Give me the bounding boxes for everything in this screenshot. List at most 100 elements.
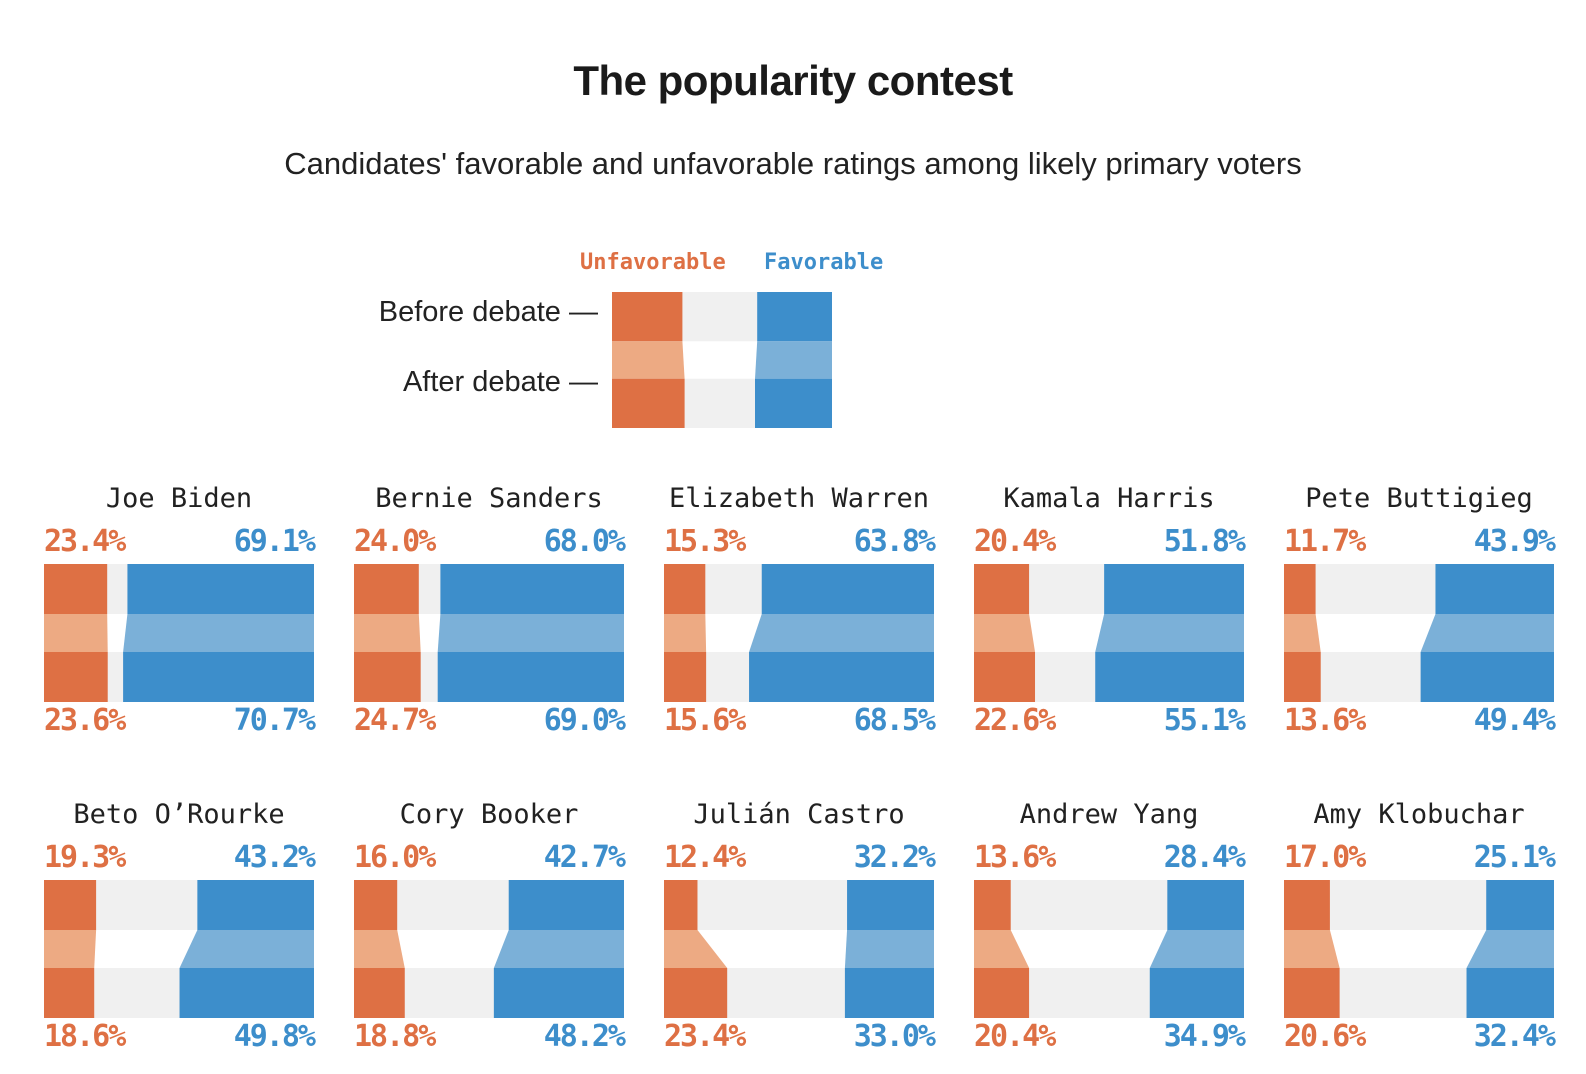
before-values-row: 19.3% 43.2% [44,840,316,875]
favorable-before-value: 51.8% [1163,524,1246,559]
ratings-transition-chart [664,564,934,702]
favorable-before-value: 25.1% [1473,840,1556,875]
favorable-before-value: 32.2% [853,840,936,875]
favorable-after-value: 49.8% [233,1019,316,1054]
after-values-row: 22.6% 55.1% [974,703,1246,738]
after-values-row: 13.6% 49.4% [1284,703,1556,738]
ratings-transition-chart [1284,564,1554,702]
candidate-name: Pete Buttigieg [1305,483,1533,514]
before-values-row: 12.4% 32.2% [664,840,936,875]
unfavorable-after-value: 23.4% [664,1019,746,1054]
candidate-name: Cory Booker [399,799,579,830]
before-values-row: 17.0% 25.1% [1284,840,1556,875]
page-subtitle: Candidates' favorable and unfavorable ra… [284,146,1302,181]
candidate-chart-cell: Andrew Yang 13.6% 28.4% 20.4% 34.9% [974,799,1246,1054]
unfavorable-before-value: 16.0% [354,840,436,875]
unfavorable-after-value: 15.6% [664,703,746,738]
favorable-before-value: 28.4% [1163,840,1246,875]
before-values-row: 13.6% 28.4% [974,840,1246,875]
before-values-row: 11.7% 43.9% [1284,524,1556,559]
unfavorable-after-value: 24.7% [354,703,436,738]
unfavorable-after-value: 22.6% [974,703,1056,738]
after-values-row: 20.4% 34.9% [974,1019,1246,1054]
favorable-before-value: 43.2% [233,840,316,875]
favorable-after-value: 69.0% [543,703,626,738]
ratings-transition-chart [354,880,624,1018]
after-values-row: 15.6% 68.5% [664,703,936,738]
unfavorable-before-value: 13.6% [974,840,1056,875]
favorable-before-value: 63.8% [853,524,936,559]
candidate-chart-cell: Joe Biden 23.4% 69.1% 23.6% 70.7% [44,483,316,738]
candidate-chart-cell: Amy Klobuchar 17.0% 25.1% 20.6% 32.4% [1284,799,1556,1054]
legend-example-chart [612,292,832,428]
legend-after-debate-label: After debate — [402,366,598,398]
after-values-row: 23.4% 33.0% [664,1019,936,1054]
candidates-grid: Joe Biden 23.4% 69.1% 23.6% 70.7% Bernie… [44,484,1586,1052]
unfavorable-after-value: 18.8% [354,1019,436,1054]
ratings-transition-chart [44,564,314,702]
before-values-row: 15.3% 63.8% [664,524,936,559]
unfavorable-before-value: 11.7% [1284,524,1366,559]
candidate-name: Elizabeth Warren [668,483,930,514]
favorable-after-value: 34.9% [1163,1019,1246,1054]
candidate-name: Bernie Sanders [375,483,603,514]
favorable-before-value: 68.0% [543,524,626,559]
candidate-name: Amy Klobuchar [1313,799,1525,830]
favorable-after-value: 48.2% [543,1019,626,1054]
unfavorable-after-value: 23.6% [44,703,126,738]
before-values-row: 23.4% 69.1% [44,524,316,559]
ratings-transition-chart [974,880,1244,1018]
legend-unfavorable-label: Unfavorable [580,250,726,275]
unfavorable-after-value: 20.4% [974,1019,1056,1054]
after-values-row: 20.6% 32.4% [1284,1019,1556,1054]
after-values-row: 18.6% 49.8% [44,1019,316,1054]
candidate-name: Andrew Yang [1019,799,1199,830]
unfavorable-before-value: 15.3% [664,524,746,559]
candidate-name: Joe Biden [105,483,253,514]
legend-before-debate-label: Before debate — [378,296,598,328]
candidate-name: Julián Castro [693,799,905,830]
unfavorable-before-value: 19.3% [44,840,126,875]
after-values-row: 24.7% 69.0% [354,703,626,738]
before-values-row: 16.0% 42.7% [354,840,626,875]
unfavorable-after-value: 18.6% [44,1019,126,1054]
favorable-after-value: 55.1% [1163,703,1246,738]
candidate-chart-cell: Pete Buttigieg 11.7% 43.9% 13.6% 49.4% [1284,483,1556,738]
unfavorable-after-value: 13.6% [1284,703,1366,738]
legend-favorable-label: Favorable [764,250,884,275]
ratings-transition-chart [44,880,314,1018]
favorable-after-value: 33.0% [853,1019,936,1054]
candidate-chart-cell: Bernie Sanders 24.0% 68.0% 24.7% 69.0% [354,483,626,738]
after-values-row: 23.6% 70.7% [44,703,316,738]
favorable-after-value: 70.7% [233,703,316,738]
after-values-row: 18.8% 48.2% [354,1019,626,1054]
favorable-after-value: 68.5% [853,703,936,738]
unfavorable-after-value: 20.6% [1284,1019,1366,1054]
ratings-transition-chart [664,880,934,1018]
candidate-name: Beto O’Rourke [73,799,285,830]
before-values-row: 20.4% 51.8% [974,524,1246,559]
before-values-row: 24.0% 68.0% [354,524,626,559]
candidate-name: Kamala Harris [1003,483,1215,514]
ratings-transition-chart [354,564,624,702]
unfavorable-before-value: 17.0% [1284,840,1366,875]
favorable-before-value: 69.1% [233,524,316,559]
legend: Unfavorable Favorable Before debate — Af… [0,183,1586,428]
candidate-chart-cell: Cory Booker 16.0% 42.7% 18.8% 48.2% [354,799,626,1054]
candidate-chart-cell: Kamala Harris 20.4% 51.8% 22.6% 55.1% [974,483,1246,738]
unfavorable-before-value: 20.4% [974,524,1056,559]
favorable-before-value: 42.7% [543,840,626,875]
ratings-transition-chart [974,564,1244,702]
page-title: The popularity contest [573,57,1013,104]
ratings-transition-chart [1284,880,1554,1018]
unfavorable-before-value: 24.0% [354,524,436,559]
favorable-after-value: 49.4% [1473,703,1556,738]
candidate-chart-cell: Elizabeth Warren 15.3% 63.8% 15.6% 68.5% [664,483,936,738]
unfavorable-before-value: 23.4% [44,524,126,559]
favorable-after-value: 32.4% [1473,1019,1556,1054]
favorable-before-value: 43.9% [1473,524,1556,559]
unfavorable-before-value: 12.4% [664,840,746,875]
candidate-chart-cell: Beto O’Rourke 19.3% 43.2% 18.6% 49.8% [44,799,316,1054]
candidate-chart-cell: Julián Castro 12.4% 32.2% 23.4% 33.0% [664,799,936,1054]
